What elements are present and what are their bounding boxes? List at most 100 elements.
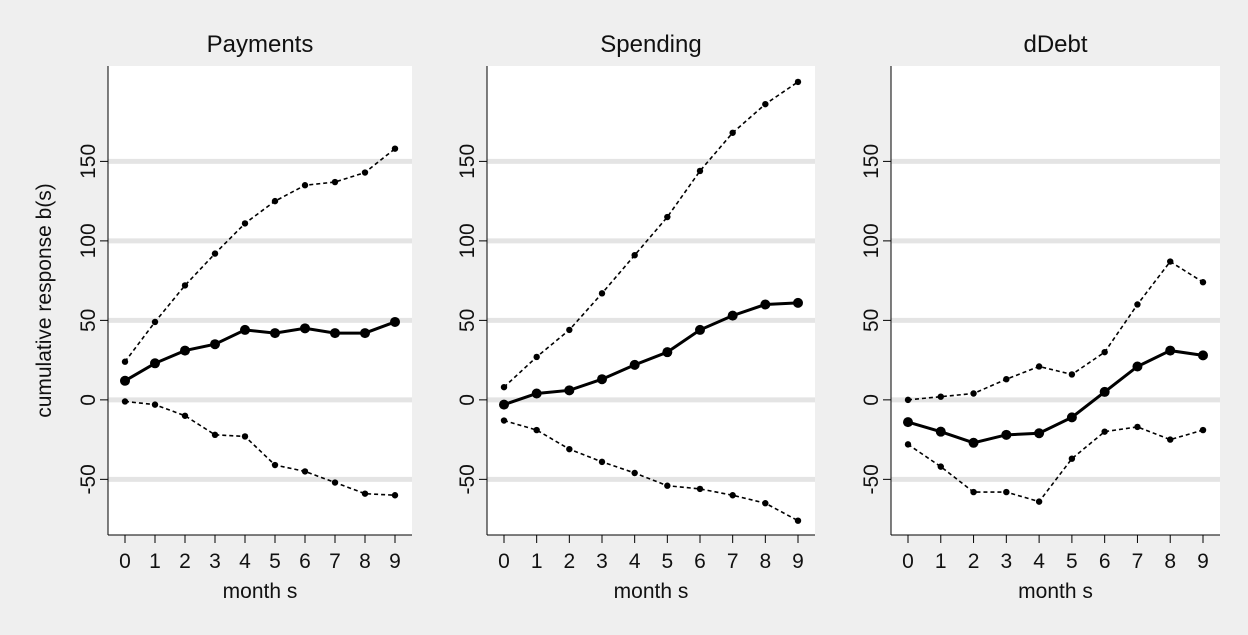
data-point-lower [631, 469, 638, 477]
x-tick-label: 6 [299, 550, 311, 573]
series-line-estimate [503, 301, 799, 407]
data-point-lower [566, 445, 573, 453]
data-point-lower [241, 433, 249, 440]
data-point-upper [241, 220, 249, 227]
data-point-estimate [150, 358, 160, 369]
x-tick-label: 7 [1132, 550, 1144, 573]
data-point-estimate [531, 388, 542, 399]
data-point-lower [970, 488, 977, 496]
data-point-lower [664, 482, 671, 489]
plot-area [487, 66, 815, 535]
x-tick-label: 6 [1099, 550, 1111, 573]
data-point-lower [361, 490, 369, 497]
data-point-upper [1068, 371, 1076, 378]
data-point-upper [271, 197, 279, 205]
data-point-estimate [793, 297, 803, 308]
series-line-estimate [907, 349, 1204, 445]
data-point-lower [696, 485, 704, 493]
data-point-lower [301, 468, 309, 475]
y-tick-label: 100 [860, 223, 883, 258]
x-tick-label: 6 [694, 550, 706, 573]
series-line-upper [503, 81, 799, 388]
data-point-estimate [968, 437, 979, 448]
data-point-lower [391, 492, 399, 499]
plot-area [108, 66, 412, 535]
data-point-upper [361, 169, 369, 176]
data-point-estimate [1099, 386, 1110, 397]
data-point-estimate [390, 316, 400, 327]
data-point-upper [566, 326, 573, 334]
data-point-estimate [727, 310, 738, 321]
x-tick-label: 8 [1164, 550, 1176, 573]
data-point-lower [794, 517, 802, 524]
x-tick-label: 2 [563, 550, 575, 573]
y-tick-label: 50 [77, 309, 100, 332]
y-axis-label: cumulative response b(s) [33, 183, 56, 418]
data-point-estimate [360, 328, 370, 339]
data-point-estimate [1198, 350, 1208, 361]
data-point-lower [151, 401, 159, 408]
y-tick-label: 0 [77, 394, 100, 406]
data-point-estimate [1066, 412, 1077, 423]
data-point-upper [181, 282, 189, 289]
x-tick-label: 3 [1000, 550, 1012, 573]
x-tick-label: 9 [1197, 550, 1209, 573]
x-tick-label: 1 [935, 550, 947, 573]
y-tick-label: 150 [77, 144, 100, 179]
data-point-estimate [210, 339, 220, 350]
x-tick-label: 9 [389, 550, 401, 573]
x-axis-label: month s [223, 580, 298, 603]
y-tick-label: -50 [860, 464, 883, 494]
data-point-upper [1003, 375, 1010, 383]
data-point-lower [500, 417, 508, 424]
data-point-estimate [330, 328, 340, 339]
x-tick-label: 9 [792, 550, 804, 573]
data-point-estimate [1001, 429, 1012, 440]
data-point-upper [904, 396, 912, 404]
data-point-lower [904, 441, 912, 448]
y-tick-label: 150 [456, 144, 479, 179]
data-point-lower [729, 492, 736, 499]
data-point-lower [762, 500, 769, 507]
y-tick-label: 0 [456, 394, 479, 406]
y-tick-label: 150 [860, 144, 883, 179]
data-point-lower [1003, 488, 1010, 496]
x-tick-label: 2 [179, 550, 191, 573]
data-point-estimate [270, 328, 280, 339]
series-line-lower [503, 419, 799, 522]
y-tick-label: -50 [77, 464, 100, 494]
panel-title: Payments [207, 31, 314, 58]
data-point-lower [181, 412, 189, 419]
data-point-upper [331, 178, 339, 186]
x-axis-label: month s [1018, 580, 1093, 603]
x-tick-label: 7 [727, 550, 739, 573]
x-tick-label: 8 [359, 550, 371, 573]
data-point-estimate [662, 347, 673, 358]
data-point-upper [301, 182, 309, 189]
data-point-lower [1167, 436, 1174, 443]
x-tick-label: 5 [661, 550, 673, 573]
data-point-estimate [1132, 361, 1143, 372]
data-point-upper [762, 100, 769, 108]
data-point-estimate [695, 324, 705, 335]
x-tick-label: 5 [269, 550, 281, 573]
panel-title: dDebt [1023, 31, 1087, 58]
data-point-upper [664, 213, 671, 221]
data-point-lower [1101, 428, 1108, 435]
data-point-estimate [935, 426, 946, 437]
x-tick-label: 0 [498, 550, 510, 573]
plot-area [891, 66, 1220, 535]
data-point-lower [331, 479, 339, 486]
x-tick-label: 2 [968, 550, 980, 573]
x-tick-label: 4 [1033, 550, 1045, 573]
x-tick-label: 0 [902, 550, 914, 573]
panel-title: Spending [600, 31, 701, 58]
data-point-estimate [120, 375, 130, 386]
data-point-upper [533, 353, 540, 361]
data-point-estimate [1165, 345, 1176, 356]
data-point-upper [391, 145, 399, 152]
data-point-upper [1101, 348, 1108, 356]
x-tick-label: 4 [239, 550, 251, 573]
